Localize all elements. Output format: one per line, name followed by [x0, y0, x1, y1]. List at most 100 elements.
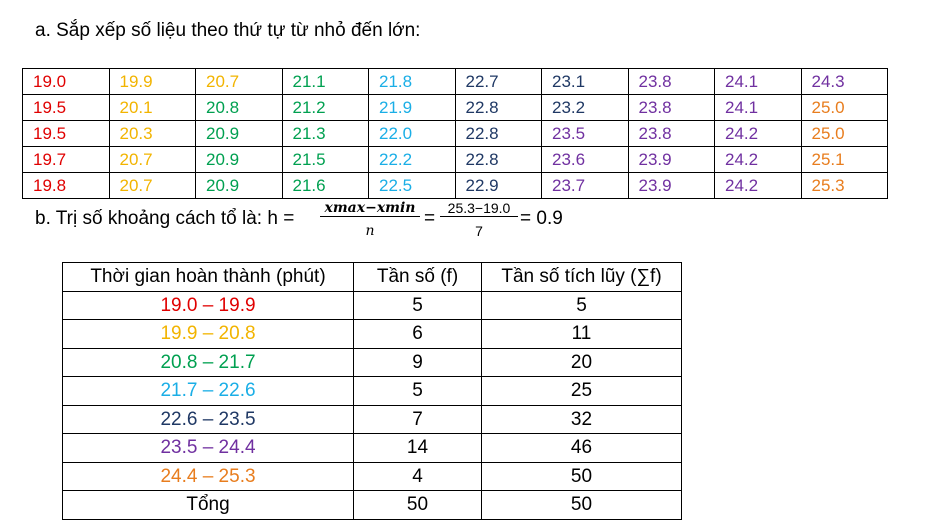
heading: a. Sắp xếp số liệu theo thứ tự từ nhỏ đế…	[35, 20, 421, 41]
cell: 23.8	[627, 120, 715, 147]
cell: 50	[481, 461, 682, 491]
cell: 21.9	[368, 94, 456, 121]
denominator: 7	[475, 223, 483, 239]
cell: 7	[353, 404, 482, 434]
cell: 19.7	[22, 146, 110, 173]
cell: 19.8	[22, 172, 110, 199]
cell: 19.9 – 20.8	[62, 319, 354, 349]
cell: 21.7 – 22.6	[62, 376, 354, 406]
cell: 24.1	[714, 68, 802, 95]
fraction: 25.3−19.0 7	[440, 200, 518, 239]
cell: 20.7	[108, 172, 196, 199]
cell: 25.3	[800, 172, 888, 199]
cell: 25.0	[800, 120, 888, 147]
cell: 23.5	[541, 120, 629, 147]
cell: 23.9	[627, 172, 715, 199]
row: 19.5 20.1 20.8 21.2 21.9 22.8 23.2 23.8 24.1 25.0	[22, 94, 888, 121]
cell: 6	[353, 319, 482, 349]
equals: =	[424, 208, 436, 229]
formula-prefix: b. Trị số khoảng cách tổ là: h =	[35, 208, 295, 229]
cell: 20.9	[195, 172, 283, 199]
header-cell: Thời gian hoàn thành (phút)	[62, 262, 354, 292]
cell: 5	[353, 376, 482, 406]
cell: 5	[481, 290, 682, 320]
cell: 23.8	[627, 94, 715, 121]
cell: 23.1	[541, 68, 629, 95]
row: 19.0 19.9 20.7 21.1 21.8 22.7 23.1 23.8 24.1 24.3	[22, 68, 888, 95]
cell: 21.8	[368, 68, 456, 95]
cell: 22.8	[454, 120, 542, 147]
cell: 21.3	[281, 120, 369, 147]
row: 19.5 20.3 20.9 21.3 22.0 22.8 23.5 23.8 24.2 25.0	[22, 120, 888, 147]
cell: 24.4 – 25.3	[62, 461, 354, 491]
cell: 50	[353, 490, 482, 520]
cell: 23.2	[541, 94, 629, 121]
cell: 24.3	[800, 68, 888, 95]
cell: 20.7	[195, 68, 283, 95]
cell: 22.6 – 23.5	[62, 404, 354, 434]
row: 23.5 – 24.4 14 46	[62, 433, 682, 463]
cell: 25.1	[800, 146, 888, 173]
fraction: xmax−xmin n	[320, 200, 420, 239]
cell: 23.6	[541, 146, 629, 173]
cell: 20	[481, 347, 682, 377]
cell: 19.0 – 19.9	[62, 290, 354, 320]
cell: 50	[481, 490, 682, 520]
cell: 22.8	[454, 94, 542, 121]
cell: 14	[353, 433, 482, 463]
row: 21.7 – 22.6 5 25	[62, 376, 682, 406]
cell: 32	[481, 404, 682, 434]
sorted-data-table: 19.0 19.9 20.7 21.1 21.8 22.7 23.1 23.8 24.1 24.3…	[22, 68, 888, 199]
cell: 11	[481, 319, 682, 349]
cell: 21.5	[281, 146, 369, 173]
row: 22.6 – 23.5 7 32	[62, 404, 682, 434]
cell: 23.7	[541, 172, 629, 199]
cell: 21.1	[281, 68, 369, 95]
cell: 22.7	[454, 68, 542, 95]
header-cell: Tần số (f)	[353, 262, 482, 292]
cell: 22.2	[368, 146, 456, 173]
cell: 23.8	[627, 68, 715, 95]
numerator: xmax−xmin	[320, 200, 420, 217]
cell: 24.2	[714, 146, 802, 173]
cell: 19.5	[22, 94, 110, 121]
cell: 23.5 – 24.4	[62, 433, 354, 463]
cell: 24.2	[714, 172, 802, 199]
cell: 22.5	[368, 172, 456, 199]
cell: 20.3	[108, 120, 196, 147]
row: Tổng 50 50	[62, 490, 682, 520]
cell: 9	[353, 347, 482, 377]
cell: 20.9	[195, 120, 283, 147]
numerator: 25.3−19.0	[440, 200, 518, 217]
cell: 20.7	[108, 146, 196, 173]
row: 24.4 – 25.3 4 50	[62, 461, 682, 491]
cell: 21.2	[281, 94, 369, 121]
result: = 0.9	[520, 208, 563, 229]
cell: 19.9	[108, 68, 196, 95]
frequency-table: Thời gian hoàn thành (phút) Tần số (f) Tần…	[62, 262, 682, 520]
row: 19.0 – 19.9 5 5	[62, 290, 682, 320]
row: 19.7 20.7 20.9 21.5 22.2 22.8 23.6 23.9 24.2 25.1	[22, 146, 888, 173]
cell: 19.0	[22, 68, 110, 95]
cell: 5	[353, 290, 482, 320]
row: 19.9 – 20.8 6 11	[62, 319, 682, 349]
cell: 22.9	[454, 172, 542, 199]
cell: 25.0	[800, 94, 888, 121]
cell: 24.2	[714, 120, 802, 147]
cell: 22.8	[454, 146, 542, 173]
row: 19.8 20.7 20.9 21.6 22.5 22.9 23.7 23.9 24.2 25.3	[22, 172, 888, 199]
cell: 20.1	[108, 94, 196, 121]
cell: 19.5	[22, 120, 110, 147]
cell: 22.0	[368, 120, 456, 147]
row: 20.8 – 21.7 9 20	[62, 347, 682, 377]
denominator: n	[365, 223, 375, 239]
cell: 23.9	[627, 146, 715, 173]
cell: 20.8	[195, 94, 283, 121]
cell: 20.9	[195, 146, 283, 173]
cell: 21.6	[281, 172, 369, 199]
header-cell: Tần số tích lũy (∑f)	[481, 262, 682, 292]
cell: Tổng	[62, 490, 354, 520]
cell: 4	[353, 461, 482, 491]
cell: 24.1	[714, 94, 802, 121]
